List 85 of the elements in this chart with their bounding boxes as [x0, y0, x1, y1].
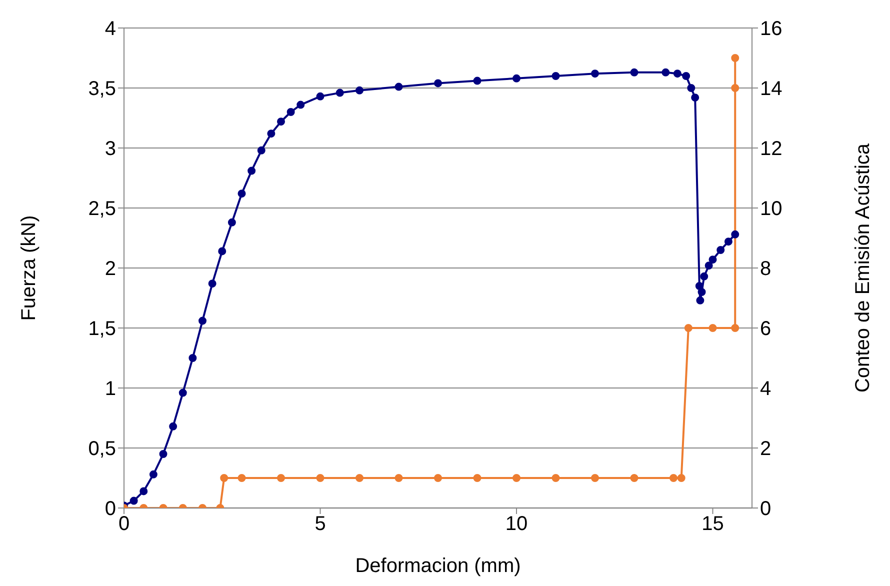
point: [434, 474, 442, 482]
point: [698, 288, 706, 296]
point: [696, 296, 704, 304]
point: [394, 82, 403, 91]
point: [394, 474, 403, 482]
point: [286, 108, 295, 116]
point: [682, 72, 690, 80]
point: [630, 474, 638, 482]
y-tick-label: 0,5: [88, 438, 116, 460]
point: [257, 146, 266, 154]
point: [552, 72, 560, 80]
x-axis-title: Deformacion (mm): [355, 555, 521, 577]
point: [434, 79, 442, 88]
y-tick-label: 1: [104, 378, 116, 400]
point: [700, 272, 708, 280]
point: [188, 354, 197, 362]
point: [670, 474, 678, 482]
y2-tick-label: 14: [760, 78, 782, 100]
point: [687, 84, 696, 92]
y2-tick-label: 0: [760, 498, 772, 520]
point: [316, 474, 324, 482]
y-tick-label: 3,5: [88, 78, 116, 100]
point: [704, 262, 713, 270]
point: [277, 474, 285, 482]
point: [356, 474, 364, 482]
point: [296, 100, 305, 109]
y2-tick-label: 8: [760, 258, 772, 280]
y-tick-label: 2,5: [88, 198, 116, 220]
point: [591, 474, 599, 482]
point: [731, 54, 740, 62]
y2-tick-label: 16: [760, 18, 782, 40]
x-tick-label: 10: [505, 513, 528, 536]
point: [684, 324, 692, 332]
x-tick-label: 15: [702, 513, 724, 536]
point: [159, 450, 168, 458]
point: [512, 74, 520, 82]
point: [336, 88, 344, 97]
point: [218, 247, 226, 256]
point: [724, 238, 732, 246]
point: [662, 68, 670, 76]
point: [169, 422, 178, 430]
y2-tick-label: 12: [760, 138, 782, 160]
point: [316, 92, 324, 100]
point: [238, 474, 246, 482]
y2-axis-title: Conteo de Emisión Acústica: [852, 142, 874, 393]
point: [512, 474, 520, 482]
point: [708, 324, 717, 332]
point: [552, 474, 560, 482]
point: [630, 68, 638, 76]
y-tick-label: 3: [104, 138, 116, 160]
y-tick-label: 2: [104, 258, 116, 280]
point: [731, 230, 740, 238]
point: [356, 86, 364, 94]
point: [228, 218, 236, 226]
y-tick-label: 4: [104, 18, 116, 40]
point: [731, 84, 740, 92]
point: [673, 70, 682, 78]
point: [149, 470, 158, 478]
point: [708, 256, 717, 264]
point: [716, 246, 725, 254]
point: [277, 118, 285, 126]
point: [691, 94, 700, 102]
point: [267, 130, 276, 138]
point: [473, 76, 482, 85]
y2-tick-label: 10: [760, 198, 782, 220]
point: [731, 324, 740, 332]
point: [198, 316, 206, 325]
point: [591, 70, 599, 78]
point: [695, 282, 704, 290]
point: [178, 388, 187, 397]
point: [208, 280, 216, 288]
y2-tick-label: 2: [760, 438, 772, 460]
point: [677, 474, 686, 482]
point: [248, 166, 256, 175]
point: [473, 474, 482, 482]
point: [140, 487, 148, 496]
point: [220, 474, 228, 482]
y-tick-label: 0: [104, 498, 116, 520]
point: [238, 190, 246, 198]
y-tick-label: 1,5: [88, 318, 116, 340]
y2-tick-label: 4: [760, 378, 772, 400]
x-tick-label: 5: [314, 513, 326, 536]
y2-tick-label: 6: [760, 318, 772, 340]
point: [130, 496, 138, 505]
y-axis-title: Fuerza (kN): [18, 215, 40, 321]
